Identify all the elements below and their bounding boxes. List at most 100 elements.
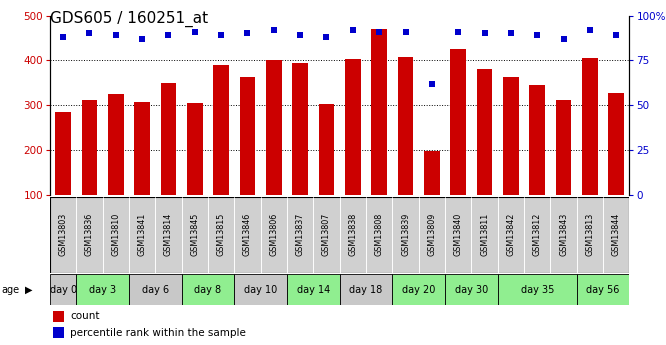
Bar (503, 77, 519, 240)
Bar (608, 93, 624, 240)
Text: count: count (70, 311, 100, 321)
Bar (318, 104, 334, 240)
Bar (577, 274, 629, 305)
Bar (182, 197, 208, 273)
Bar (135, 102, 150, 240)
Text: GDS605 / 160251_at: GDS605 / 160251_at (50, 10, 208, 27)
Text: day 3: day 3 (89, 285, 116, 295)
Bar (498, 274, 577, 305)
Bar (313, 197, 340, 273)
Bar (103, 197, 129, 273)
Bar (208, 197, 234, 273)
Text: GSM13841: GSM13841 (138, 213, 147, 256)
Bar (477, 69, 492, 240)
Bar (340, 197, 366, 273)
Bar (603, 197, 629, 273)
Text: GSM13809: GSM13809 (428, 213, 436, 256)
Bar (550, 197, 577, 273)
Text: percentile rank within the sample: percentile rank within the sample (70, 328, 246, 337)
Text: GSM13803: GSM13803 (59, 213, 68, 256)
Point (426, 81, 437, 87)
Point (137, 36, 147, 42)
Bar (77, 274, 129, 305)
Bar (287, 274, 340, 305)
Bar (555, 100, 571, 240)
Point (505, 31, 516, 36)
Bar (187, 104, 202, 240)
Text: GSM13846: GSM13846 (243, 213, 252, 256)
Bar (50, 197, 77, 273)
Point (400, 29, 411, 34)
Text: GSM13808: GSM13808 (375, 213, 384, 256)
Text: GSM13845: GSM13845 (190, 213, 199, 256)
Bar (371, 29, 387, 240)
Text: day 8: day 8 (194, 285, 222, 295)
Point (321, 34, 332, 40)
Bar (55, 112, 71, 240)
Text: GSM13842: GSM13842 (506, 213, 515, 256)
Bar (129, 274, 182, 305)
Bar (213, 65, 229, 240)
Point (111, 32, 121, 38)
Bar (266, 60, 282, 240)
Point (163, 32, 174, 38)
Bar (53, 310, 65, 322)
Bar (419, 197, 445, 273)
Text: GSM13812: GSM13812 (533, 213, 541, 256)
Bar (234, 274, 287, 305)
Point (532, 32, 543, 38)
Bar (234, 197, 260, 273)
Bar (392, 197, 419, 273)
Bar (445, 274, 498, 305)
Point (558, 36, 569, 42)
Text: GSM13839: GSM13839 (401, 213, 410, 256)
Bar (392, 274, 445, 305)
Text: GSM13837: GSM13837 (296, 213, 304, 256)
Text: GSM13814: GSM13814 (164, 213, 173, 256)
Point (585, 27, 595, 33)
Point (268, 27, 279, 33)
Point (295, 32, 306, 38)
Bar (53, 327, 65, 338)
Text: GSM13813: GSM13813 (585, 213, 594, 256)
Point (242, 31, 253, 36)
Bar (424, 151, 440, 240)
Text: GSM13815: GSM13815 (216, 213, 226, 256)
Bar (398, 57, 414, 240)
Text: GSM13844: GSM13844 (611, 213, 621, 256)
Text: GSM13810: GSM13810 (111, 213, 121, 256)
Bar (450, 49, 466, 240)
Bar (81, 100, 97, 240)
Bar (366, 197, 392, 273)
Bar (498, 197, 524, 273)
Text: day 14: day 14 (296, 285, 330, 295)
Text: GSM13838: GSM13838 (348, 213, 358, 256)
Text: GSM13806: GSM13806 (269, 213, 278, 256)
Bar (524, 197, 550, 273)
Bar (50, 274, 77, 305)
Text: day 6: day 6 (142, 285, 169, 295)
Bar (155, 197, 182, 273)
Point (374, 29, 384, 34)
Bar (161, 83, 176, 240)
Bar (582, 58, 598, 240)
Bar (129, 197, 155, 273)
Point (348, 27, 358, 33)
Text: GSM13836: GSM13836 (85, 213, 94, 256)
Bar (260, 197, 287, 273)
Text: GSM13811: GSM13811 (480, 213, 489, 256)
Text: day 30: day 30 (455, 285, 488, 295)
Bar (445, 197, 472, 273)
Bar (108, 94, 124, 240)
Text: GSM13843: GSM13843 (559, 213, 568, 256)
Text: day 20: day 20 (402, 285, 436, 295)
Text: day 56: day 56 (586, 285, 620, 295)
Point (84, 31, 95, 36)
Bar (182, 274, 234, 305)
Point (189, 29, 200, 34)
Bar (472, 197, 498, 273)
Bar (287, 197, 313, 273)
Text: age: age (1, 285, 19, 295)
Text: ▶: ▶ (25, 285, 33, 295)
Point (611, 32, 621, 38)
